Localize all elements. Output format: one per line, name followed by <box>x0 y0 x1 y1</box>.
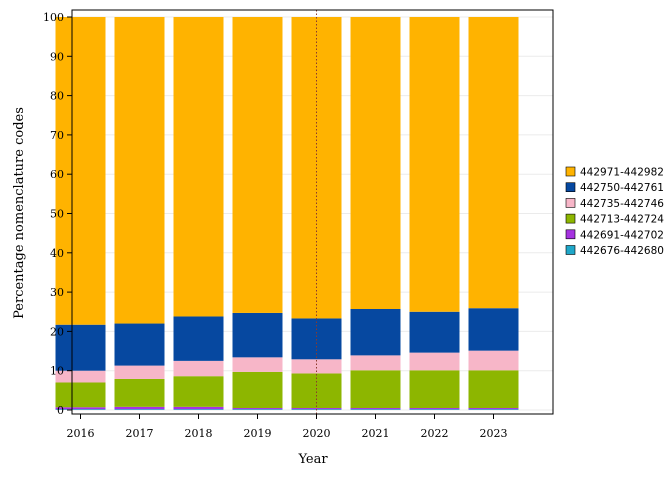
y-tick-label-0: 0 <box>57 404 64 417</box>
bar-2016-series-0 <box>55 409 106 410</box>
bar-2023-series-1 <box>468 408 519 410</box>
y-tick-label-4: 40 <box>50 247 64 260</box>
bar-2023-series-5 <box>468 17 519 309</box>
bar-2018-series-3 <box>173 360 224 377</box>
x-tick-label-2019: 2019 <box>244 427 272 440</box>
x-tick-label-2017: 2017 <box>126 427 154 440</box>
y-tick-label-10: 100 <box>43 11 64 24</box>
x-tick-label-2023: 2023 <box>480 427 508 440</box>
plot-frame <box>71 9 554 415</box>
bar-2023-series-4 <box>468 308 519 351</box>
bar-2022-series-4 <box>409 311 460 353</box>
legend-label-4: 442691-442702 <box>580 229 664 241</box>
legend-label-5: 442676-442680 <box>580 245 664 257</box>
bar-2023-series-0 <box>468 409 519 410</box>
bar-2018-series-4 <box>173 316 224 361</box>
bar-2017-series-3 <box>114 365 165 379</box>
legend-swatch-0 <box>565 166 576 177</box>
bar-2017-series-5 <box>114 17 165 324</box>
bar-2019-series-0 <box>232 409 283 410</box>
y-tick-label-5: 50 <box>50 208 64 221</box>
x-axis: 2016 2017 2018 2019 2020 2021 2022 2023 <box>67 414 508 440</box>
legend-label-0: 442971-442982 <box>580 167 664 179</box>
y-tick-label-6: 60 <box>50 168 64 181</box>
legend-swatch-2 <box>565 198 576 208</box>
bar-2022-series-2 <box>409 370 460 409</box>
legend-swatch-3 <box>565 213 576 224</box>
y-tick-label-8: 80 <box>50 90 64 103</box>
legend-swatch-4 <box>565 229 576 240</box>
bar-2018-series-5 <box>173 17 224 317</box>
bars <box>55 17 519 410</box>
bar-2023-series-2 <box>468 370 519 409</box>
bar-2019-series-2 <box>232 371 283 409</box>
bar-2021-series-2 <box>350 370 401 409</box>
y-tick-label-3: 30 <box>50 286 64 299</box>
bar-2016-series-2 <box>55 382 106 408</box>
x-tick-label-2020: 2020 <box>303 427 331 440</box>
bar-2020-series-1 <box>291 408 342 410</box>
bar-2018-series-2 <box>173 376 224 407</box>
bar-2016-series-1 <box>55 407 106 410</box>
bar-2019-series-1 <box>232 408 283 410</box>
x-tick-label-2022: 2022 <box>421 427 449 440</box>
bar-2019-series-4 <box>232 312 283 358</box>
bar-2016-series-4 <box>55 324 106 371</box>
bar-2019-series-3 <box>232 357 283 372</box>
legend: 442971-442982 442750-442761 442735-442746 4… <box>565 166 664 257</box>
x-tick-label-2021: 2021 <box>362 427 390 440</box>
bar-2017-series-1 <box>114 406 165 410</box>
bar-2022-series-0 <box>409 409 460 410</box>
bar-2021-series-4 <box>350 308 401 356</box>
bar-2020-series-3 <box>291 359 342 374</box>
legend-label-2: 442735-442746 <box>580 198 664 210</box>
legend-swatch-1 <box>565 182 576 192</box>
bar-2017-series-2 <box>114 378 165 407</box>
bar-2017-series-4 <box>114 323 165 366</box>
bar-2021-series-1 <box>350 408 401 410</box>
bar-2016-series-5 <box>55 17 106 325</box>
y-tick-label-2: 20 <box>50 325 64 338</box>
y-tick-label-9: 90 <box>50 50 64 63</box>
bar-2022-series-1 <box>409 408 460 410</box>
y-axis: 0 10 20 30 40 50 60 70 80 90 100 <box>43 11 72 417</box>
bar-2022-series-3 <box>409 352 460 371</box>
bar-2022-series-5 <box>409 17 460 312</box>
y-axis-title: Percentage nomenclature codes <box>12 107 27 319</box>
x-axis-title: Year <box>297 452 328 467</box>
y-tick-label-7: 70 <box>50 129 64 142</box>
bar-2017-series-0 <box>114 409 165 410</box>
bar-2018-series-1 <box>173 406 224 410</box>
bar-2021-series-3 <box>350 355 401 371</box>
x-tick-label-2016: 2016 <box>67 427 95 440</box>
legend-label-1: 442750-442761 <box>580 182 664 194</box>
bar-2016-series-3 <box>55 370 106 383</box>
bar-2019-series-5 <box>232 17 283 313</box>
bar-2018-series-0 <box>173 409 224 410</box>
legend-swatch-5 <box>565 245 576 255</box>
bar-2021-series-0 <box>350 409 401 410</box>
x-tick-label-2018: 2018 <box>185 427 213 440</box>
y-tick-label-1: 10 <box>50 365 64 378</box>
bar-2023-series-3 <box>468 350 519 371</box>
bar-2021-series-5 <box>350 17 401 309</box>
legend-label-3: 442713-442724 <box>580 214 664 226</box>
